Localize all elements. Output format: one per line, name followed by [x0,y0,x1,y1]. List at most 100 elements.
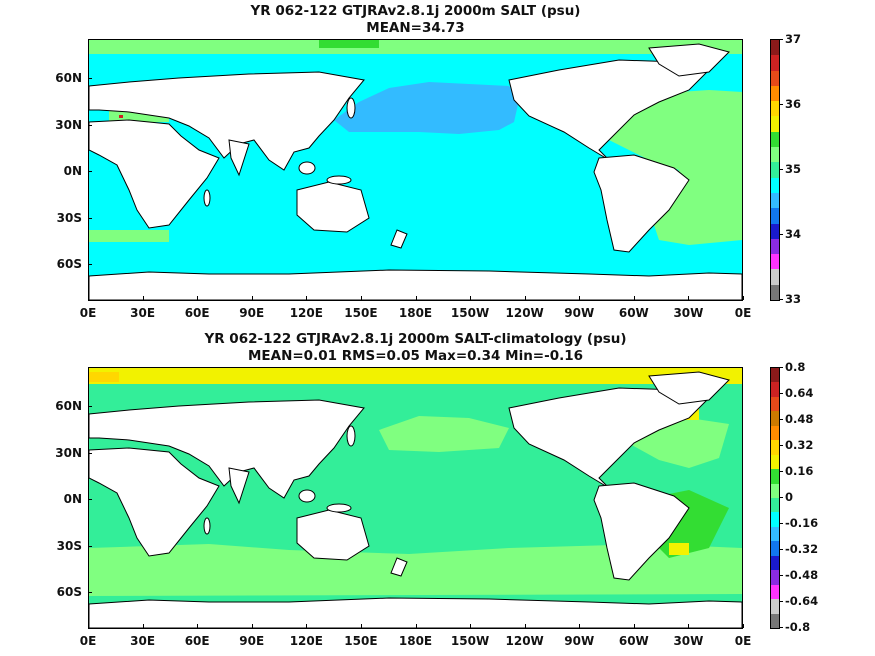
colorbar-tick [779,169,783,170]
top-greenland [648,43,730,77]
lat-tick [88,217,92,219]
top-atlantic-salty [609,90,742,245]
lon-tick [197,296,199,300]
lon-label: 180E [398,306,433,320]
lon-tick [142,624,144,628]
colorbar-segment [771,40,779,56]
lon-label: 120E [289,634,323,648]
colorbar-tick [779,627,783,628]
bottom-greenland [648,371,730,405]
colorbar-segment [771,192,779,209]
top-map [89,40,742,300]
top-antarctica [89,269,742,300]
lon-tick [415,296,417,300]
colorbar-tick [779,393,783,394]
colorbar-tick [779,104,783,105]
lat-label: 60S [56,257,82,271]
bottom-australia [296,509,370,561]
lon-label: 90E [239,634,265,648]
bottom-map-panel [88,367,743,629]
colorbar-segment [771,101,779,117]
colorbar-segment [771,541,779,557]
lat-label: 60N [55,399,82,413]
lat-tick [88,406,92,407]
lon-tick [415,624,417,628]
colorbar-segment [771,411,779,427]
colorbar-label: 0.16 [785,464,814,478]
colorbar-label: 0.64 [785,386,814,400]
bottom-borneo [298,489,316,503]
colorbar-label: 33 [785,292,802,306]
lon-tick [360,296,362,300]
lon-label: 150E [344,634,378,648]
bottom-colorbar [770,367,780,629]
bottom-japan [346,425,356,447]
colorbar-segment [771,396,779,412]
lon-tick [688,624,690,628]
lon-tick [306,296,308,300]
lat-label: 0N [63,492,82,506]
colorbar-segment [771,613,779,629]
colorbar-segment [771,599,779,615]
lon-label: 120E [289,306,323,320]
lon-tick [470,296,472,300]
lat-label: 30S [56,538,82,553]
bottom-north-america [508,387,710,489]
colorbar-segment [771,238,779,255]
top-arctic-dark [319,40,379,48]
bottom-south-light [89,544,742,596]
colorbar-tick [779,523,783,524]
bottom-new-guinea [326,503,352,513]
colorbar-label: -0.48 [785,568,819,582]
colorbar-segment [771,425,779,441]
top-borneo [298,161,316,175]
lat-label: 60S [56,585,82,599]
top-australia [296,181,370,233]
colorbar-tick [779,419,783,420]
lon-tick [251,624,253,628]
lon-label: 60W [618,634,649,648]
top-north-america [508,59,710,161]
lat-label: 30N [55,117,82,132]
bottom-south-america [593,482,690,581]
lon-label: 60E [184,306,210,320]
lon-label: 0E [734,634,752,648]
lat-tick [88,545,92,547]
lon-label: 60W [618,306,649,320]
bottom-title: YR 062-122 GTJRAv2.8.1j 2000m SALT-clima… [204,331,627,347]
colorbar-segment [771,483,779,499]
lon-tick [579,296,581,300]
colorbar-segment [771,131,779,148]
lon-tick [251,296,253,300]
lat-tick [88,452,92,454]
colorbar-segment [771,512,779,528]
colorbar-label: -0.32 [785,542,819,556]
lon-label: 90W [564,306,595,320]
top-india [228,139,250,177]
colorbar-segment [771,469,779,485]
lon-tick [88,296,89,300]
colorbar-segment [771,116,779,133]
top-south-america [593,154,690,253]
top-south-band [89,230,169,242]
lat-tick [88,499,92,500]
colorbar-label: 0.8 [785,360,806,374]
lat-tick [88,264,92,265]
colorbar-segment [771,208,779,225]
lon-tick [306,624,308,628]
colorbar-tick [779,471,783,472]
bottom-madagascar [203,517,211,535]
colorbar-segment [771,284,779,301]
lon-label: 0E [79,634,97,648]
colorbar-segment [771,85,779,102]
lat-tick [88,78,92,79]
colorbar-label: -0.64 [785,594,819,608]
lon-label: 150W [450,634,490,648]
lon-tick [360,624,362,628]
lon-label: 90W [564,634,595,648]
colorbar-label: 37 [785,32,802,46]
lon-label: 0E [79,306,97,320]
lon-label: 150E [344,306,378,320]
lat-tick [88,171,92,172]
lat-label: 30S [56,210,82,225]
